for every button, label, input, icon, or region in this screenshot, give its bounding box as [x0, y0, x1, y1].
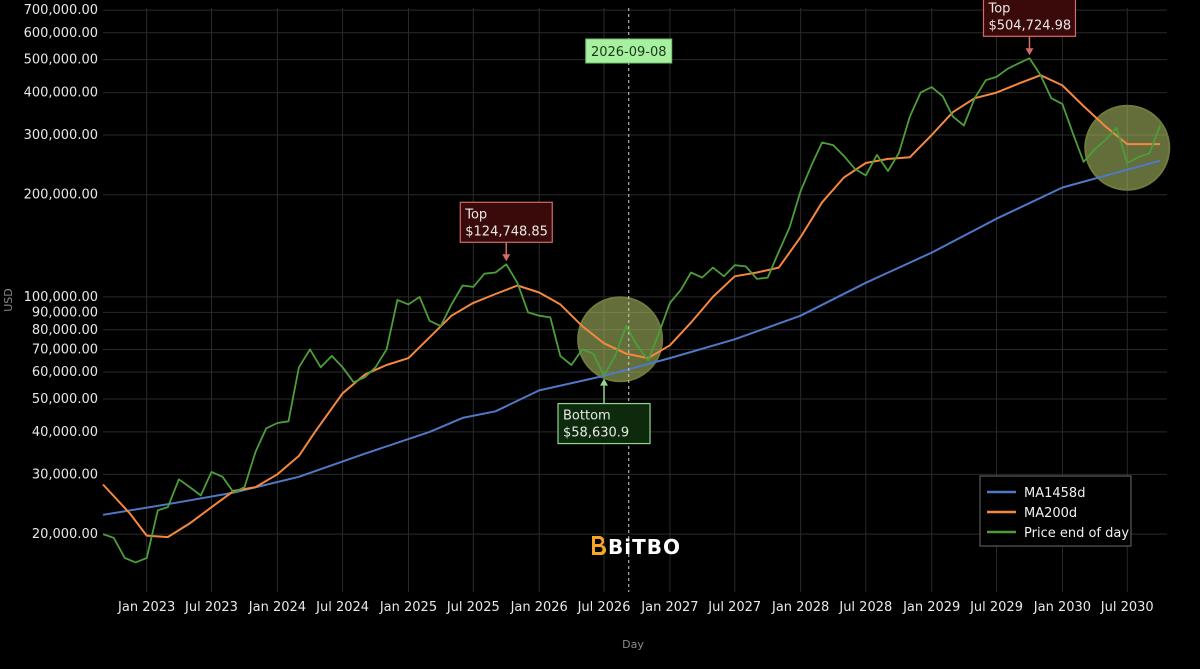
x-tick-label: Jul 2030 [1100, 600, 1154, 615]
cursor-crosshair: 2026-09-08 [585, 8, 673, 592]
y-tick-label: 200,000.00 [24, 188, 98, 203]
x-tick-label: Jul 2029 [969, 600, 1023, 615]
x-tick-label: Jul 2028 [838, 600, 892, 615]
x-tick-label: Jul 2023 [184, 600, 238, 615]
y-tick-label: 20,000.00 [32, 527, 98, 542]
cursor-label-box [585, 38, 673, 64]
x-tick-label: Jul 2026 [577, 600, 631, 615]
x-tick-label: Jan 2030 [1033, 600, 1091, 615]
x-tick-label: Jan 2026 [510, 600, 568, 615]
y-axis-title: USD [2, 288, 15, 312]
x-tick-label: Jan 2023 [117, 600, 175, 615]
x-tick-label: Jul 2027 [707, 600, 761, 615]
annotations: Top $124,748.85 Top $504,724.98 Bottom $58,63… [459, 0, 1077, 445]
annotation-label: Bottom [563, 409, 611, 424]
annotation-label: Top [987, 1, 1010, 16]
y-tick-label: 50,000.00 [32, 392, 98, 407]
annotation-arrow-head [1025, 48, 1034, 56]
price-line [102, 57, 1162, 564]
bitbo-logo-icon [592, 536, 607, 556]
series-lines [102, 57, 1162, 564]
x-tick-label: Jul 2024 [315, 600, 369, 615]
y-tick-label: 500,000.00 [24, 53, 98, 68]
y-tick-label: 90,000.00 [32, 305, 98, 320]
grid-lines [103, 8, 1167, 592]
annotation-arrow-head [600, 378, 609, 386]
y-tick-label: 400,000.00 [24, 86, 98, 101]
legend-label: MA200d [1024, 506, 1077, 521]
top-annotation-box [459, 201, 553, 243]
y-tick-label: 60,000.00 [32, 365, 98, 380]
annotation-label: Top [464, 207, 487, 222]
y-tick-label: 700,000.00 [24, 3, 98, 18]
x-tick-label: Jan 2025 [379, 600, 437, 615]
brand-name: BiTBO [608, 535, 681, 559]
legend[interactable]: MA1458d MA200d Price end of day [979, 475, 1132, 547]
y-tick-label: 100,000.00 [24, 290, 98, 305]
x-tick-label: Jan 2029 [902, 600, 960, 615]
y-axis-ticks: 20,000.00 30,000.00 40,000.00 50,000.00 60,0… [24, 3, 98, 542]
annotation-value: $504,724.98 [988, 18, 1071, 33]
x-tick-label: Jul 2025 [446, 600, 500, 615]
annotation-arrow-head [502, 254, 511, 262]
x-axis-title: Day [622, 638, 644, 651]
y-tick-label: 40,000.00 [32, 425, 98, 440]
x-axis-ticks: Jan 2023 Jul 2023 Jan 2024 Jul 2024 Jan 2025… [117, 600, 1154, 615]
annotation-value: $58,630.9 [563, 426, 629, 441]
annotation-value: $124,748.85 [465, 224, 548, 239]
y-tick-label: 70,000.00 [32, 342, 98, 357]
brand-watermark: BiTBO [592, 535, 681, 559]
legend-label: MA1458d [1024, 486, 1085, 501]
x-tick-label: Jan 2027 [640, 600, 698, 615]
ma1458d-line [102, 159, 1161, 516]
y-tick-label: 30,000.00 [32, 467, 98, 482]
y-tick-label: 300,000.00 [24, 128, 98, 143]
y-tick-label: 600,000.00 [24, 26, 98, 41]
cursor-label: 2026-09-08 [591, 45, 667, 60]
y-tick-label: 80,000.00 [32, 323, 98, 338]
x-tick-label: Jan 2028 [771, 600, 829, 615]
top-annotation-box [982, 0, 1077, 37]
x-tick-label: Jan 2024 [248, 600, 306, 615]
legend-label: Price end of day [1024, 526, 1129, 541]
bottom-annotation-box [557, 402, 651, 445]
highlight-circle [577, 296, 664, 383]
